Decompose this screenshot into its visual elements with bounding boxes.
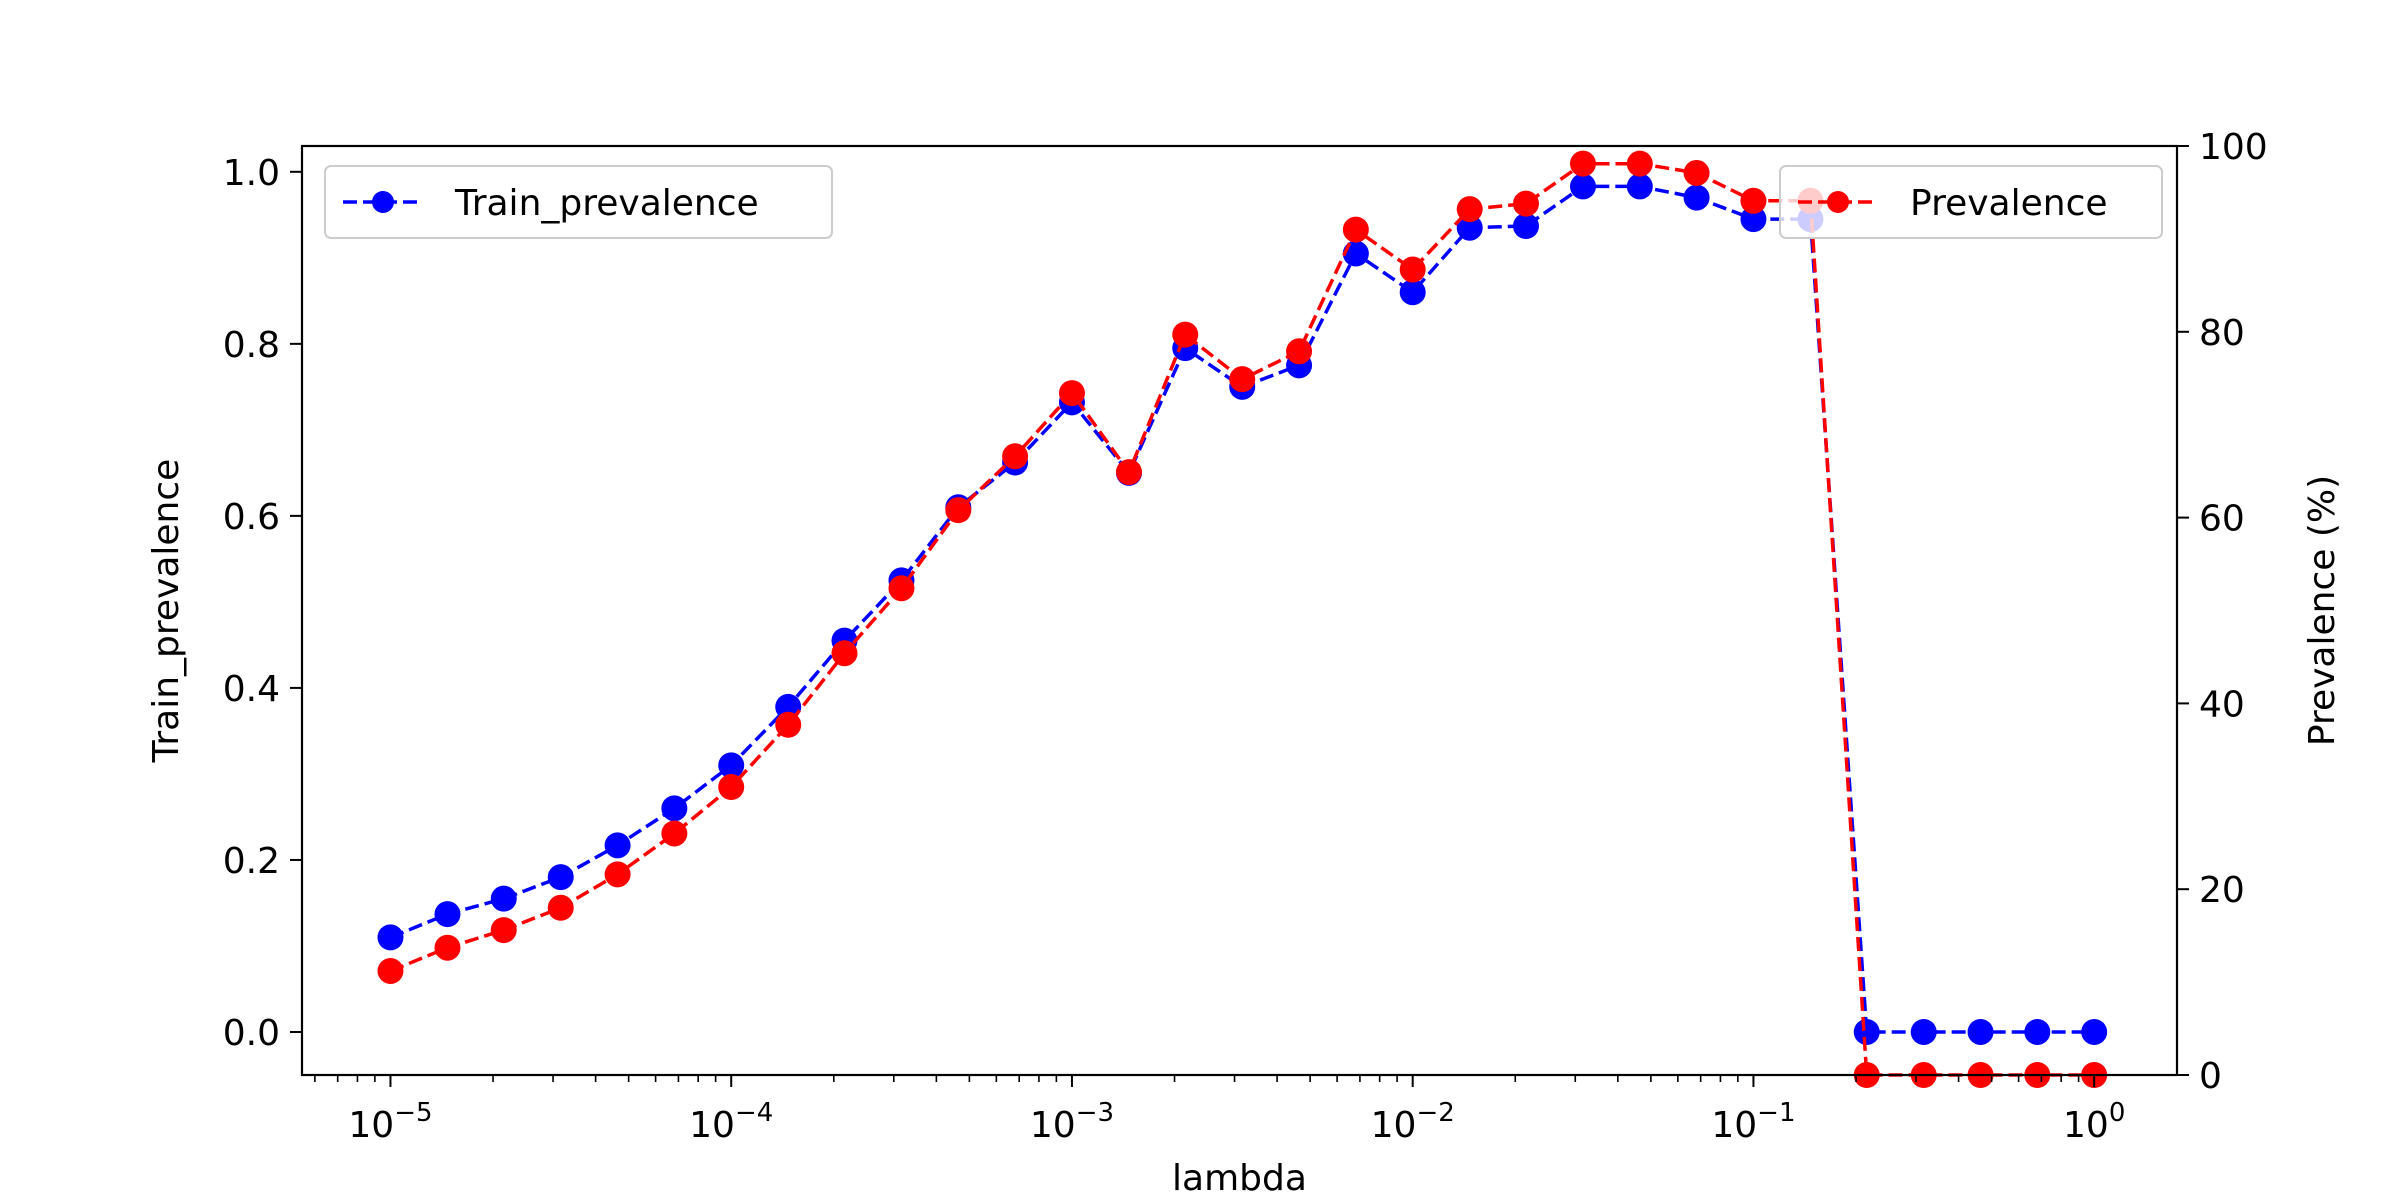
data-point <box>1115 459 1142 486</box>
left-y-tick-label: 0.0 <box>223 1013 280 1054</box>
data-point <box>434 934 461 961</box>
data-point <box>547 864 574 891</box>
x-tick-label: 100 <box>2063 1098 2125 1146</box>
right-y-axis-label: Prevalence (%) <box>2302 475 2343 746</box>
data-point <box>1002 443 1029 470</box>
x-tick-label: 10−1 <box>1711 1098 1795 1146</box>
data-point <box>1967 1018 1994 1045</box>
data-point <box>1569 173 1596 200</box>
data-point <box>1342 216 1369 243</box>
right-y-tick-label: 60 <box>2199 499 2245 540</box>
legend-train-prevalence: Train_prevalence <box>324 165 833 239</box>
legend-prevalence: Prevalence <box>1779 165 2163 239</box>
left-y-tick-label: 0.2 <box>223 841 280 882</box>
data-point <box>1853 1018 1880 1045</box>
data-point <box>490 917 517 944</box>
data-point <box>1740 206 1767 233</box>
data-point <box>831 640 858 667</box>
data-point <box>1229 366 1256 393</box>
data-point <box>1456 196 1483 223</box>
right-y-tick-label: 0 <box>2199 1056 2222 1097</box>
data-point <box>377 924 404 951</box>
data-point <box>2081 1018 2108 1045</box>
data-point <box>1399 279 1426 306</box>
data-point <box>1683 159 1710 186</box>
left-y-axis-label: Train_prevalence <box>146 459 187 764</box>
data-point <box>775 693 802 720</box>
x-tick-label: 10−3 <box>1030 1098 1114 1146</box>
data-point <box>661 820 688 847</box>
data-point <box>1683 184 1710 211</box>
legend-marker <box>1827 191 1849 213</box>
x-tick-label: 10−2 <box>1371 1098 1455 1146</box>
data-point <box>1512 212 1539 239</box>
data-point <box>1342 240 1369 267</box>
data-point <box>888 575 915 602</box>
left-y-tick-label: 0.4 <box>223 669 280 710</box>
data-point <box>1058 380 1085 407</box>
data-point <box>377 957 404 984</box>
data-point <box>434 901 461 928</box>
axes-frame <box>300 144 2179 1077</box>
x-tick-label: 10−4 <box>689 1098 773 1146</box>
data-point <box>1626 150 1653 177</box>
data-point <box>1910 1018 1937 1045</box>
ticks-layer: 10−5 10−4 10−3 10−2 10−1 100 0.0 0.2 0.4 0.6 0.8 1.… <box>223 127 2268 1146</box>
data-point <box>604 861 631 888</box>
data-point <box>775 711 802 738</box>
legend-box <box>324 165 833 239</box>
right-y-tick-label: 40 <box>2199 684 2245 725</box>
left-y-tick-label: 1.0 <box>223 153 280 194</box>
data-point <box>604 832 631 859</box>
data-point <box>1512 190 1539 217</box>
x-tick-label: 10−5 <box>348 1098 432 1146</box>
right-y-tick-label: 100 <box>2199 127 2268 168</box>
data-point <box>718 752 745 779</box>
data-point <box>945 497 972 524</box>
legend-box <box>1779 165 2163 239</box>
data-point <box>547 894 574 921</box>
data-point <box>1399 256 1426 283</box>
data-point <box>1286 338 1313 365</box>
data-point <box>718 774 745 801</box>
right-y-tick-label: 80 <box>2199 313 2245 354</box>
legend-label: Prevalence <box>1910 183 2108 224</box>
data-point <box>2024 1018 2051 1045</box>
data-point <box>1569 150 1596 177</box>
x-axis-label: lambda <box>1172 1158 1307 1199</box>
data-point <box>1456 214 1483 241</box>
right-y-tick-label: 20 <box>2199 870 2245 911</box>
left-y-tick-label: 0.6 <box>223 497 280 538</box>
data-point <box>490 885 517 912</box>
data-point <box>1172 321 1199 348</box>
data-point <box>661 795 688 822</box>
left-y-tick-label: 0.8 <box>223 325 280 366</box>
legend-marker <box>372 191 394 213</box>
legend-label: Train_prevalence <box>454 183 759 224</box>
data-point <box>1740 187 1767 214</box>
data-point <box>1626 173 1653 200</box>
